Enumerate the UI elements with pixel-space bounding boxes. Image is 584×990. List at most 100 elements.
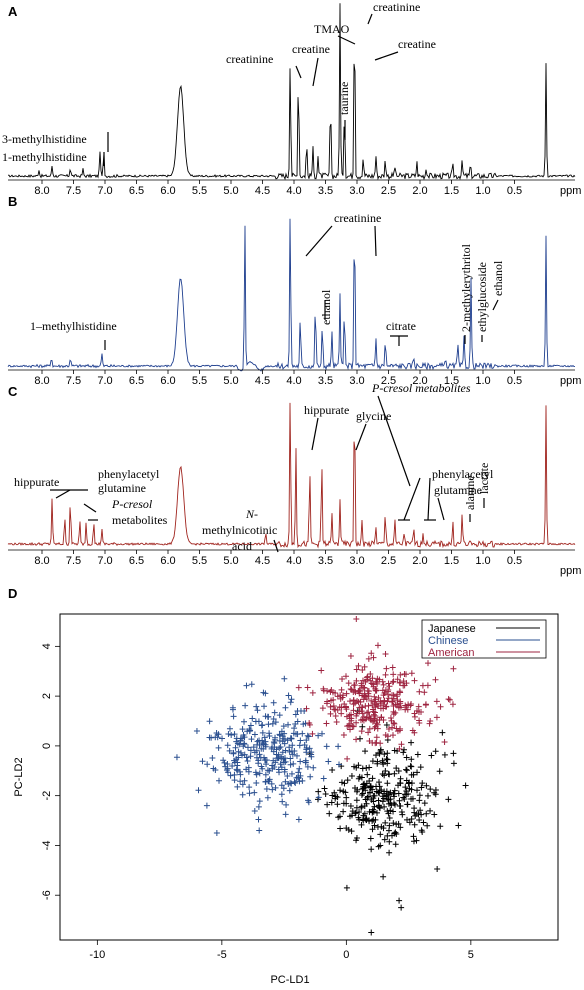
legend-entry-american: American	[428, 647, 474, 659]
scatter-point	[272, 734, 279, 741]
scatter-point	[221, 759, 228, 766]
tick-label: 0.5	[507, 555, 522, 567]
scatter-point	[365, 688, 372, 695]
scatter-point	[239, 781, 246, 788]
scatter-point	[384, 780, 391, 787]
scatter-point	[424, 792, 431, 799]
scatter-point	[334, 693, 341, 700]
scatter-point	[344, 777, 351, 784]
scatter-point	[277, 744, 284, 751]
scatter-point	[239, 726, 246, 733]
scatter-point	[368, 650, 375, 657]
scatter-point	[297, 737, 304, 744]
scatter-point	[227, 772, 234, 779]
scatter-point	[334, 801, 341, 808]
scatter-point	[315, 732, 322, 739]
scatter-point	[437, 703, 444, 710]
scatter-point	[406, 779, 413, 786]
scatter-point	[433, 714, 440, 721]
scatter-point	[234, 762, 241, 769]
scatter-point	[416, 797, 423, 804]
tick-label: 7.0	[97, 555, 112, 567]
tick-label: 7.5	[66, 375, 81, 387]
scatter-point	[368, 697, 375, 704]
scatter-point	[332, 713, 339, 720]
scatter-point	[295, 816, 302, 823]
scatter-point	[408, 763, 415, 770]
scatter-point	[361, 780, 368, 787]
scatter-point	[328, 799, 335, 806]
scatter-point	[206, 718, 213, 725]
scatter-point	[285, 692, 292, 699]
scatter-point	[246, 784, 253, 791]
scatter-point	[353, 719, 360, 726]
label-ethylglucoside: ethylglucoside	[475, 262, 489, 332]
scatter-point	[285, 781, 292, 788]
scatter-point	[423, 810, 430, 817]
x-axis-label: PC-LD1	[270, 974, 309, 986]
scatter-point	[384, 688, 391, 695]
scatter-point	[359, 723, 366, 730]
scatter-point	[342, 789, 349, 796]
leader-lines-b	[104, 225, 499, 350]
scatter-point	[266, 732, 273, 739]
scatter-point	[358, 728, 365, 735]
scatter-point	[359, 677, 366, 684]
scatter-point	[348, 828, 355, 835]
scatter-point	[414, 787, 421, 794]
scatter-point	[341, 700, 348, 707]
scatter-point	[291, 778, 298, 785]
scatter-point	[343, 794, 350, 801]
scatter-point	[357, 735, 364, 742]
scatter-point	[413, 837, 420, 844]
panel-label-d: D	[8, 586, 17, 601]
scatter-point	[408, 670, 415, 677]
scatter-point	[363, 674, 370, 681]
tick-label: 2.0	[412, 375, 427, 387]
scatter-point	[372, 704, 379, 711]
tick-label: 4.0	[286, 555, 301, 567]
scatter-point	[370, 711, 377, 718]
scatter-point	[362, 703, 369, 710]
series-japanese	[306, 708, 469, 936]
scatter-point	[377, 842, 384, 849]
plot-frame-d	[59, 613, 559, 941]
tick-label: 5.0	[223, 555, 238, 567]
scatter-point	[409, 727, 416, 734]
tick-label: 1.0	[475, 375, 490, 387]
panel-label-c: C	[8, 384, 18, 399]
x-tick-label: 0	[343, 949, 349, 961]
scatter-point	[234, 740, 241, 747]
scatter-point	[374, 642, 381, 649]
scatter-point	[357, 698, 364, 705]
scatter-point	[366, 764, 373, 771]
scatter-point	[226, 747, 233, 754]
scatter-point	[212, 734, 219, 741]
scatter-point	[372, 696, 379, 703]
scatter-point	[326, 810, 333, 817]
scatter-point	[422, 701, 429, 708]
scatter-point	[353, 677, 360, 684]
scatter-point	[342, 673, 349, 680]
scatter-point	[309, 730, 316, 737]
scatter-point	[428, 752, 435, 759]
scatter-point	[375, 779, 382, 786]
x-tick-label: -10	[89, 949, 105, 961]
scatter-point	[404, 801, 411, 808]
scatter-point	[253, 780, 260, 787]
scatter-point	[394, 676, 401, 683]
scatter-point	[368, 846, 375, 853]
scatter-point	[359, 785, 366, 792]
scatter-point	[396, 679, 403, 686]
scatter-point	[415, 811, 422, 818]
scatter-point	[352, 809, 359, 816]
scatter-point	[327, 703, 334, 710]
scatter-point	[237, 749, 244, 756]
scatter-point	[231, 731, 238, 738]
tick-label: 6.0	[160, 555, 175, 567]
scatter-point	[380, 795, 387, 802]
scatter-point	[347, 685, 354, 692]
scatter-point	[296, 742, 303, 749]
scatter-point	[424, 682, 431, 689]
scatter-point	[261, 757, 268, 764]
